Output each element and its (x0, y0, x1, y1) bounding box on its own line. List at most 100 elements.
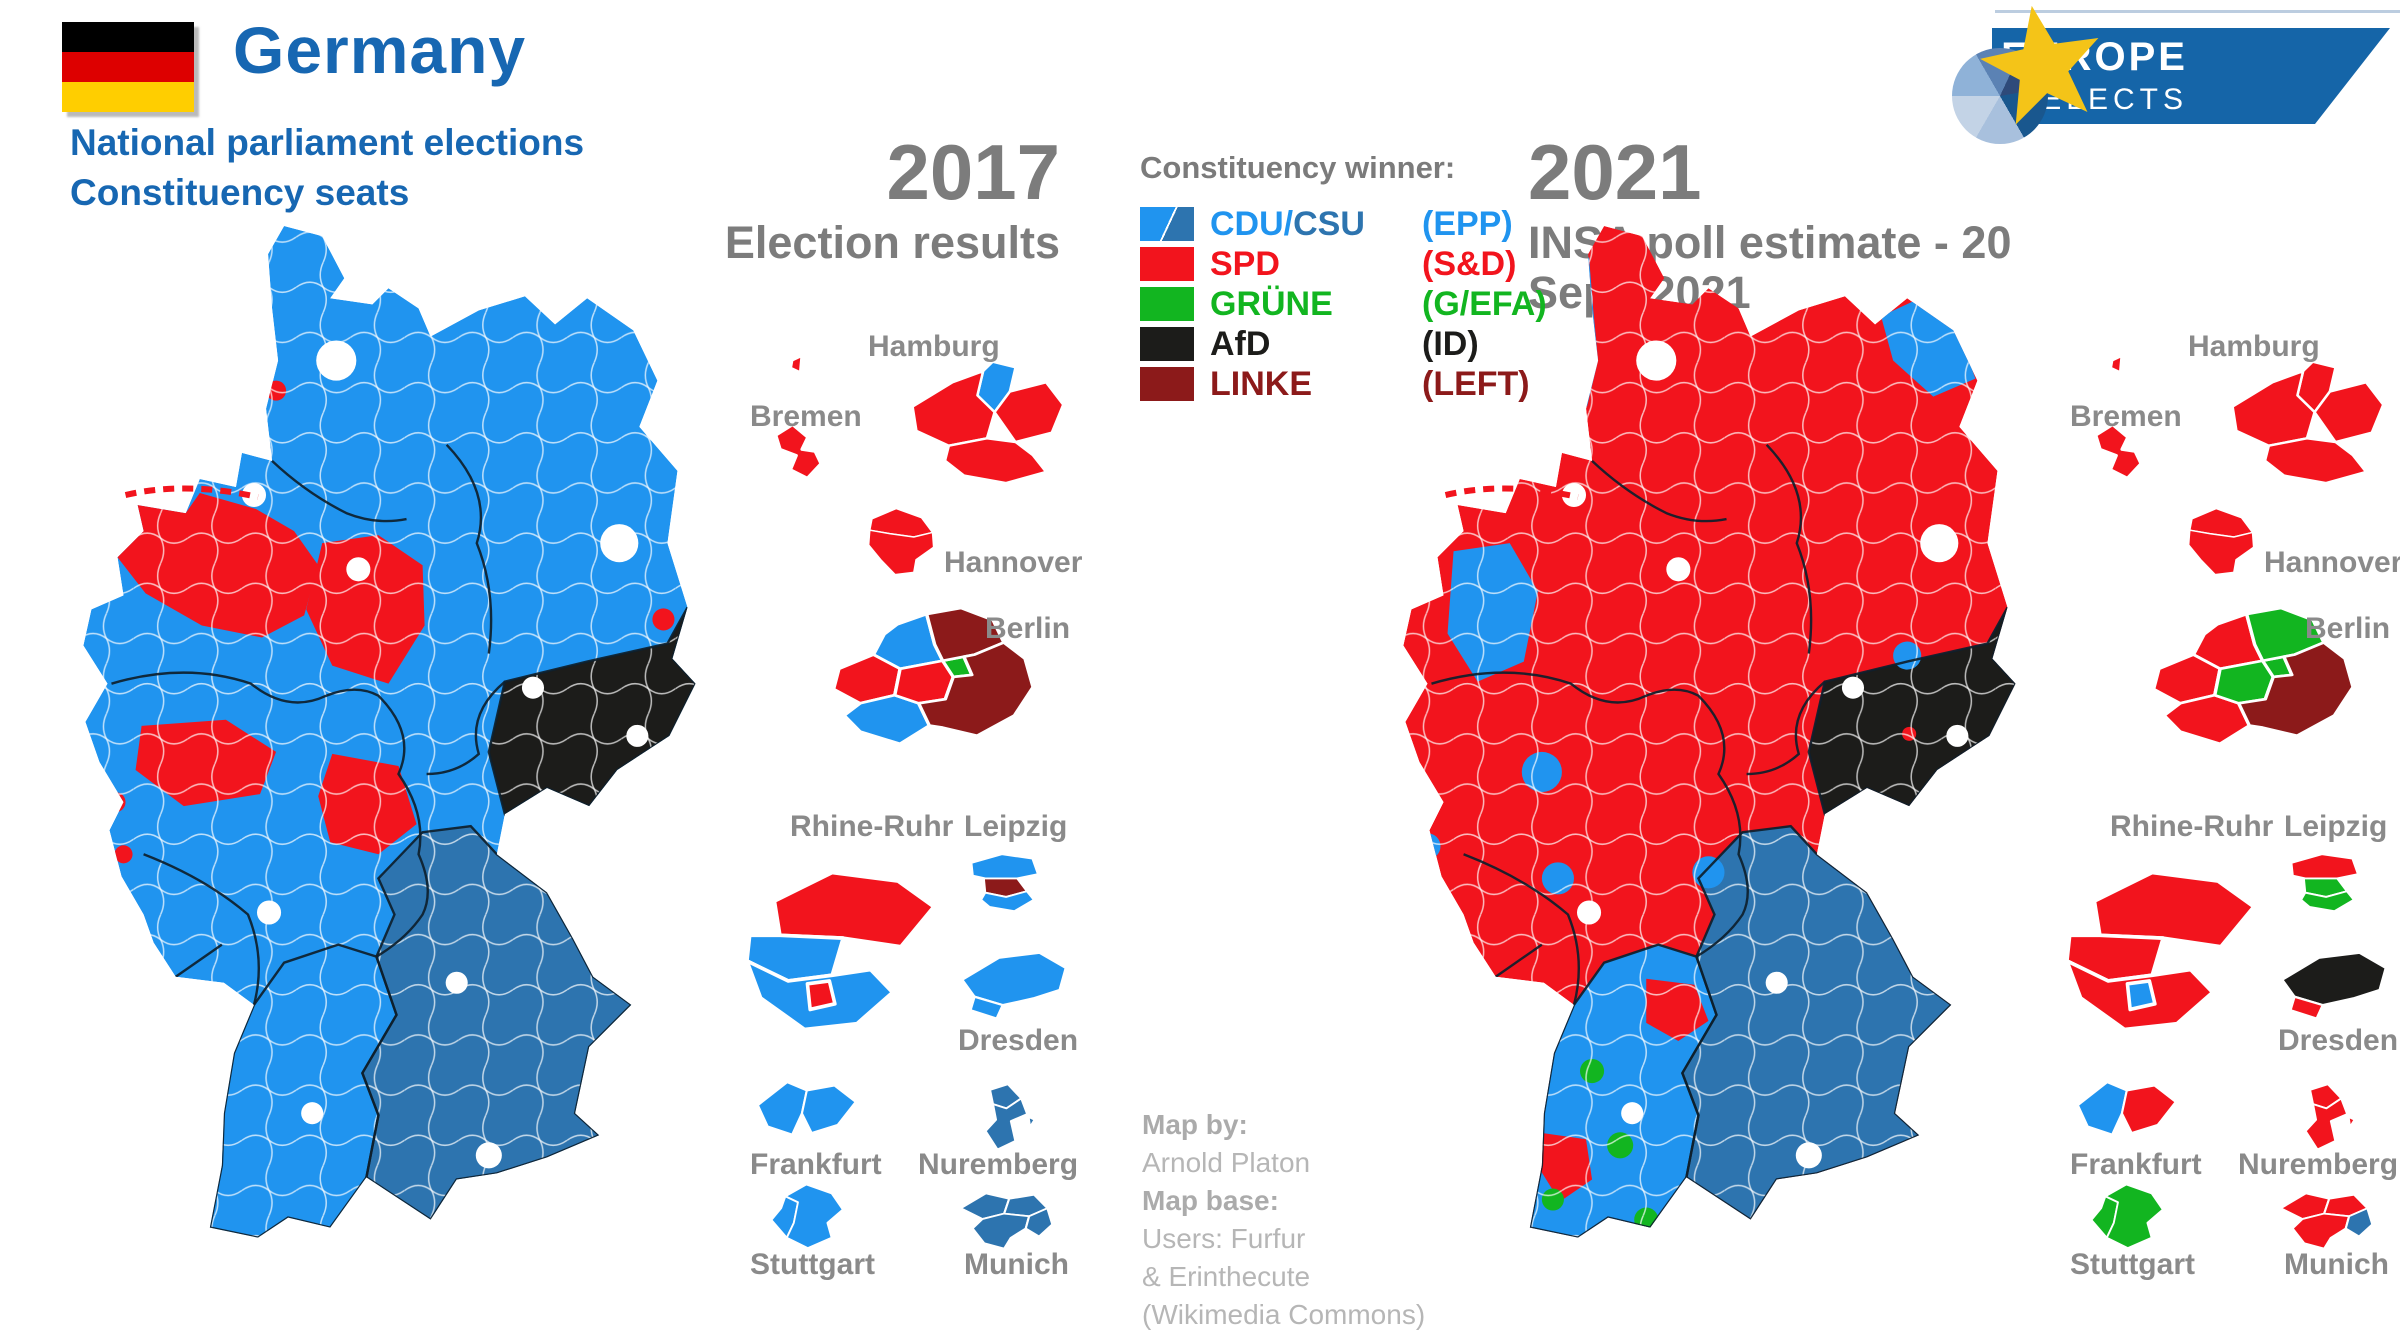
inset-piece-e (2120, 1084, 2177, 1135)
legend-swatch-1 (1140, 247, 1194, 281)
inset-nuremberg-2017 (962, 1080, 1036, 1158)
inset-piece-main (2095, 423, 2142, 480)
inset-stuttgart-2017 (763, 1180, 847, 1254)
flag-stripe-black (62, 22, 194, 53)
city-hole (1946, 724, 1969, 747)
city-hole (301, 1102, 324, 1125)
inset-label-rhineruhr: Rhine-Ruhr (790, 810, 954, 843)
inset-nuremberg-2021 (2282, 1080, 2356, 1158)
inset-piece-main (784, 1183, 844, 1250)
inset-piece-w (756, 1081, 808, 1136)
inset-piece-spot (2125, 979, 2157, 1012)
inset-hamburg-2021 (2225, 358, 2387, 498)
inset-label-frankfurt: Frankfurt (2070, 1148, 2202, 1181)
inset-dresden-2017 (950, 946, 1072, 1022)
inset-munich-2017 (946, 1184, 1054, 1258)
city-hole (626, 724, 649, 747)
city-hole (600, 524, 639, 563)
credit-line: Map base: (1142, 1185, 1279, 1216)
inset-label-nuremberg: Nuremberg (918, 1148, 1079, 1181)
inset-label-hamburg: Hamburg (868, 330, 1000, 363)
inset-piece-s (2300, 890, 2355, 913)
page-title: Germany (233, 13, 527, 87)
inset-label-munich: Munich (964, 1248, 1069, 1281)
inset-piece-s (971, 1212, 1031, 1250)
legend-swatch-4 (1140, 367, 1194, 401)
inset-piece-main (2104, 1183, 2164, 1250)
inset-piece-s (2187, 529, 2255, 576)
inset-piece-s (984, 1097, 1029, 1151)
inset-label-rhineruhr: Rhine-Ruhr (2110, 810, 2274, 843)
city-hole (1920, 524, 1959, 563)
legend-party-text: AfD (1210, 325, 1271, 363)
city-hole (316, 340, 357, 381)
inset-label-munich: Munich (2284, 1248, 2389, 1281)
city-hole (445, 971, 468, 994)
region-west-spot-d (1430, 914, 1455, 939)
panel-subtitle-2017: Election results (724, 217, 1060, 268)
inset-piece-sw (2289, 995, 2325, 1020)
legend-swatch-3 (1140, 327, 1194, 361)
legend-title: Constituency winner: (1140, 150, 1456, 185)
inset-piece-bhv (2110, 356, 2123, 374)
inset-piece-spot (805, 979, 837, 1012)
inset-piece-main (775, 423, 822, 480)
inset-munich-2021 (2266, 1184, 2374, 1258)
inset-label-berlin: Berlin (985, 612, 1071, 645)
credit-line: Map by: (1142, 1109, 1248, 1140)
inset-label-dresden: Dresden (958, 1024, 1079, 1057)
legend-party-text: LINKE (1210, 365, 1312, 403)
region-saar (117, 1000, 180, 1055)
inset-piece-dot (2347, 1115, 2356, 1128)
subtitle-line-2: Constituency seats (70, 172, 410, 213)
inset-piece-e (800, 1084, 857, 1135)
inset-berlin-2017 (815, 606, 1041, 758)
inset-label-hannover: Hannover (2264, 546, 2400, 579)
inset-label-leipzig: Leipzig (964, 810, 1068, 843)
legend-group-label: (S&D) (1422, 245, 1517, 283)
city-hole (346, 557, 371, 582)
credit-line: & Erinthecute (1142, 1261, 1311, 1292)
star-icon (1980, 5, 2099, 125)
inset-piece-s (867, 529, 935, 576)
city-hole (475, 1142, 502, 1169)
map-2017 (25, 212, 773, 1336)
city-hole (1621, 1102, 1644, 1125)
subtitle-line-1: National parliament elections (70, 122, 585, 163)
legend-group-label: (G/EFA) (1422, 285, 1547, 323)
logo-top-stripe (1995, 10, 2400, 13)
germany-map-2017 (83, 226, 696, 1238)
inset-rhineruhr-2021 (2056, 844, 2262, 1058)
inset-piece-n (970, 853, 1039, 881)
inset-piece-s (2291, 1212, 2351, 1250)
inset-piece-s (980, 890, 1035, 913)
inset-frankfurt-2017 (753, 1074, 859, 1156)
region-pfalz-dot (189, 986, 206, 1003)
city-hole (1765, 971, 1788, 994)
inset-label-dresden: Dresden (2278, 1024, 2399, 1057)
map-2021 (1345, 212, 2093, 1336)
city-hole (1636, 340, 1677, 381)
legend-party-text: CDU/ (1210, 205, 1294, 243)
inset-frankfurt-2021 (2073, 1074, 2179, 1156)
inset-dresden-2021 (2270, 946, 2392, 1022)
inset-label-stuttgart: Stuttgart (750, 1248, 875, 1281)
inset-piece-e (993, 381, 1065, 444)
germany-map-2021 (1403, 226, 2016, 1238)
inset-piece-sw (969, 995, 1005, 1020)
legend-party-label: AfD (1210, 325, 1270, 364)
legend-party-text: SPD (1210, 245, 1280, 283)
inset-label-stuttgart: Stuttgart (2070, 1248, 2195, 1281)
city-hole (256, 900, 282, 925)
city-hole (1561, 482, 1587, 508)
inset-berlin-2021 (2135, 606, 2361, 758)
legend-group-label: (EPP) (1422, 205, 1513, 243)
inset-leipzig-2021 (2286, 850, 2362, 914)
germany-flag (62, 22, 194, 113)
inset-piece-s (2304, 1097, 2349, 1151)
city-hole (1666, 557, 1691, 582)
inset-rhineruhr-2017 (736, 844, 942, 1058)
credit-line: Arnold Platon (1142, 1147, 1311, 1178)
inset-piece-se (2344, 1207, 2374, 1238)
inset-label-nuremberg: Nuremberg (2238, 1148, 2399, 1181)
